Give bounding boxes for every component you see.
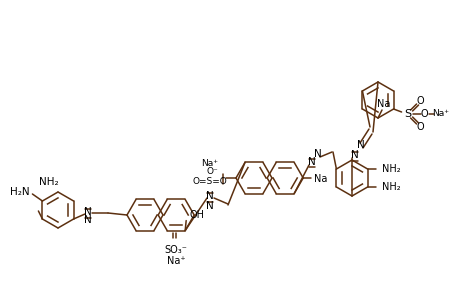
Text: O: O — [417, 122, 424, 132]
Text: SO₃⁻: SO₃⁻ — [165, 245, 188, 255]
Text: Na⁺: Na⁺ — [201, 160, 219, 168]
Text: Na: Na — [314, 174, 328, 184]
Text: N: N — [84, 207, 92, 217]
Text: OH: OH — [189, 209, 204, 219]
Text: Na⁺: Na⁺ — [432, 109, 449, 118]
Text: O⁻: O⁻ — [206, 168, 218, 177]
Text: N: N — [206, 201, 214, 211]
Text: O: O — [421, 109, 428, 119]
Text: N: N — [206, 191, 214, 201]
Text: N: N — [351, 150, 359, 160]
Text: N: N — [308, 157, 316, 167]
Text: O=S=O: O=S=O — [193, 178, 228, 186]
Text: H₂N: H₂N — [10, 187, 30, 197]
Text: NH₂: NH₂ — [381, 182, 400, 192]
Text: N: N — [314, 149, 322, 159]
Text: NH₂: NH₂ — [381, 164, 400, 174]
Text: S: S — [404, 109, 411, 119]
Text: O: O — [417, 96, 424, 106]
Text: Na⁺: Na⁺ — [167, 256, 186, 266]
Text: Na: Na — [377, 99, 390, 109]
Text: N: N — [357, 140, 365, 150]
Text: NH₂: NH₂ — [39, 177, 59, 187]
Text: N: N — [84, 215, 92, 225]
